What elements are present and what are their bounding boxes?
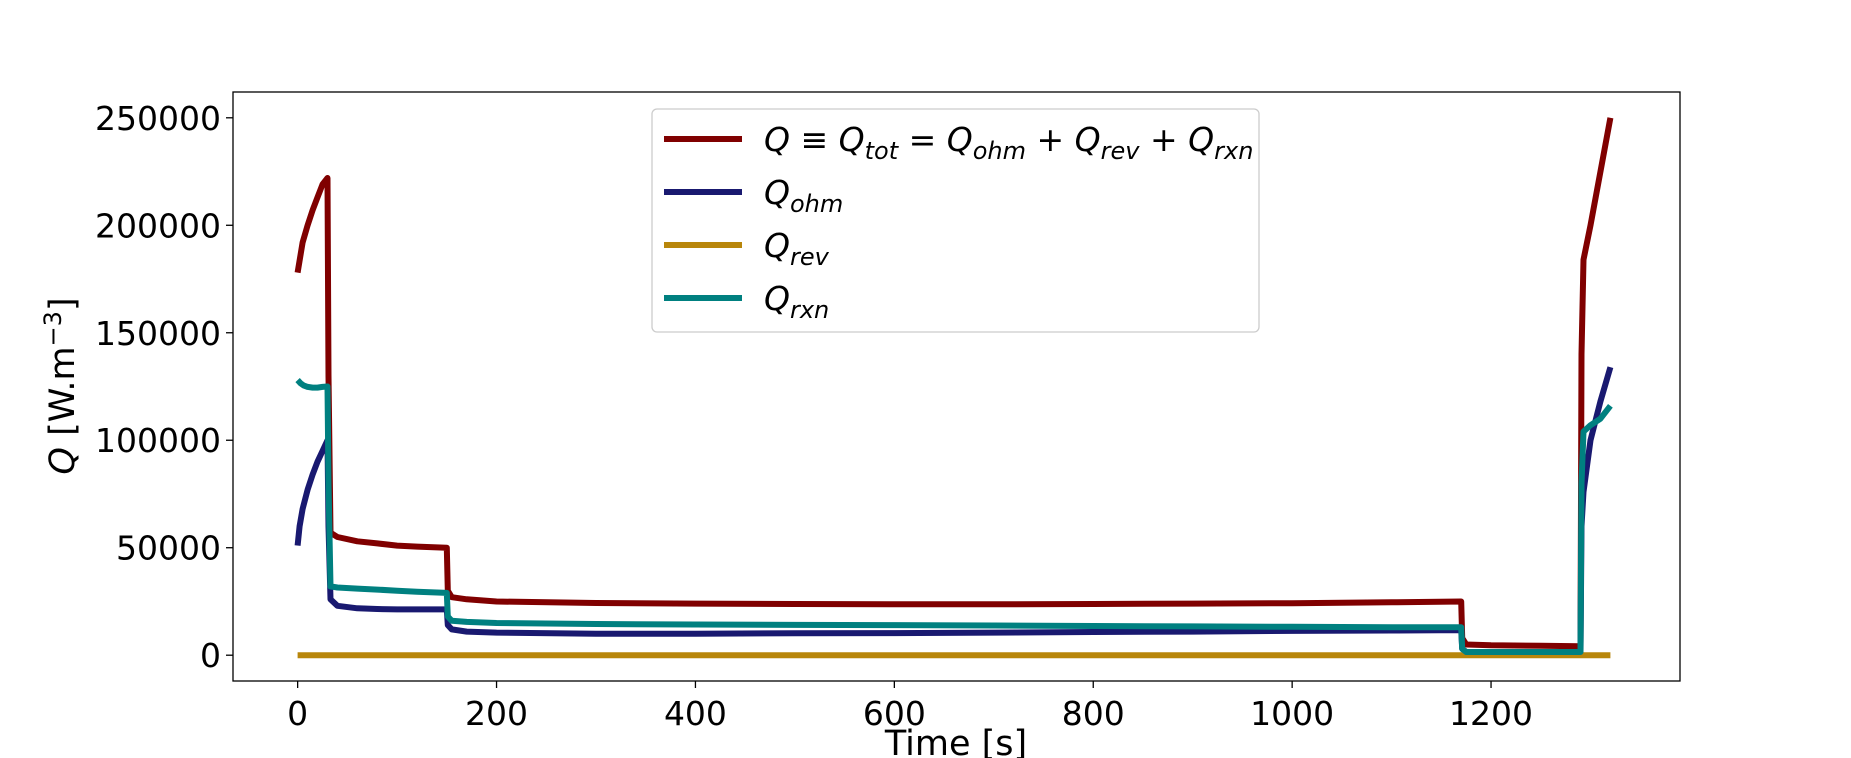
legend-label-0: Q ≡ Qtot = Qohm + Qrev + Qrxn [764, 120, 1253, 165]
y-tick-label: 0 [200, 636, 221, 675]
series-layer [294, 117, 1614, 659]
legend-label-2: Qrev [764, 226, 830, 271]
y-axis-label-symbol: Q [43, 447, 83, 475]
plot-area-frame [232, 91, 1681, 682]
x-tick-label: 1000 [1250, 694, 1334, 733]
y-tick-label: 200000 [95, 206, 221, 245]
y-tick-label: 50000 [116, 529, 221, 568]
x-tick-label: 1200 [1449, 694, 1533, 733]
x-axis-label: Time [s] [884, 724, 1027, 758]
legend: Q ≡ Qtot = Qohm + Qrev + Qrxn Qohm Qrev Qrx… [651, 108, 1260, 333]
y-tick-label: 150000 [95, 314, 221, 353]
series-line-3 [295, 378, 1613, 655]
y-tick-label: 100000 [95, 421, 221, 460]
x-axis: 0 200 400 600 800 1000 1200 [287, 681, 1533, 733]
x-tick-label: 800 [1062, 694, 1125, 733]
legend-label-3: Qrxn [764, 279, 829, 324]
y-axis-label: Q [W.m−3] [39, 297, 83, 474]
y-axis-label-unit: [W.m [43, 346, 83, 435]
x-tick-label: 0 [287, 694, 308, 733]
x-tick-label: 600 [863, 694, 926, 733]
y-axis-label-close: ] [43, 297, 83, 311]
series-line-1 [294, 366, 1614, 657]
series-line-0 [294, 117, 1614, 650]
x-tick-label: 200 [465, 694, 528, 733]
legend-label-1: Qohm [764, 173, 843, 218]
legend-box [651, 108, 1260, 333]
y-tick-label: 250000 [95, 99, 221, 138]
y-axis: 0 50000 100000 150000 200000 250000 [95, 99, 233, 675]
y-axis-label-exponent: −3 [39, 311, 67, 346]
x-tick-label: 400 [664, 694, 727, 733]
